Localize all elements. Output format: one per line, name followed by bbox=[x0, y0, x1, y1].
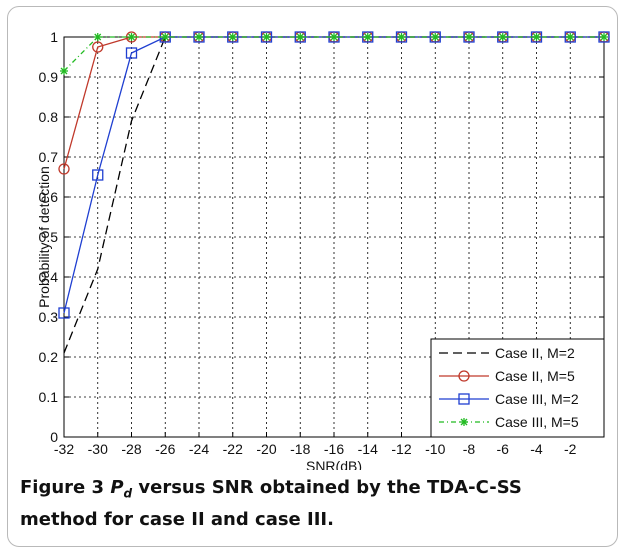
series-layer bbox=[58, 31, 610, 354]
x-tick-label: -20 bbox=[256, 441, 276, 457]
legend-entry: Case III, M=5 bbox=[439, 414, 579, 430]
x-tick-label: -16 bbox=[324, 441, 344, 457]
legend-label: Case III, M=2 bbox=[495, 391, 579, 407]
x-tick-label: -24 bbox=[189, 441, 209, 457]
y-tick-label: 0.3 bbox=[39, 309, 59, 325]
x-tick-label: -14 bbox=[358, 441, 378, 457]
data-point bbox=[60, 67, 68, 75]
data-point bbox=[598, 31, 610, 43]
x-tick-label: -8 bbox=[463, 441, 476, 457]
data-point bbox=[363, 33, 372, 41]
x-tick-label: -18 bbox=[290, 441, 310, 457]
x-tick-label: -26 bbox=[155, 441, 175, 457]
data-point bbox=[93, 33, 102, 41]
data-point bbox=[262, 33, 271, 41]
caption-symbol-subscript: d bbox=[123, 486, 133, 501]
legend-marker bbox=[460, 418, 468, 426]
data-point bbox=[92, 41, 104, 53]
y-tick-label: 0.5 bbox=[39, 229, 59, 245]
y-tick-label: 0.1 bbox=[39, 389, 59, 405]
data-point bbox=[564, 31, 576, 43]
x-tick-label: -6 bbox=[497, 441, 510, 457]
x-tick-label: -32 bbox=[54, 441, 74, 457]
data-point bbox=[58, 163, 70, 175]
data-point bbox=[498, 33, 507, 41]
caption-label: Figure 3 bbox=[20, 477, 105, 498]
x-tick-label: -10 bbox=[425, 441, 445, 457]
series-4 bbox=[60, 33, 608, 75]
x-tick-label: -22 bbox=[223, 441, 243, 457]
detection-probability-chart: -32 -30 -28 -26 -24 -22 -20 -18 -16 -14 -12 -10 -8 -6… bbox=[36, 29, 610, 470]
legend-marker bbox=[458, 370, 470, 382]
legend-entry: Case II, M=2 bbox=[439, 345, 575, 361]
y-tick-label: 1 bbox=[50, 29, 58, 45]
legend-marker bbox=[458, 393, 470, 405]
y-tick-label: 0.8 bbox=[39, 109, 59, 125]
figure-caption: Figure 3 Pd versus SNR obtained by the T… bbox=[20, 475, 605, 533]
series-line bbox=[63, 36, 604, 354]
legend-label: Case II, M=2 bbox=[495, 345, 575, 361]
grid-lines bbox=[64, 37, 604, 437]
data-point bbox=[532, 33, 541, 41]
data-point bbox=[58, 307, 70, 319]
x-tick-label: -30 bbox=[88, 441, 108, 457]
x-tick-label: -4 bbox=[530, 441, 543, 457]
x-tick-label: -2 bbox=[564, 441, 577, 457]
data-point bbox=[125, 47, 138, 59]
y-tick-label: 0.4 bbox=[39, 269, 59, 285]
data-point bbox=[465, 33, 473, 41]
data-point bbox=[228, 33, 237, 41]
legend: Case II, M=2 Case II, M=5 Case III, M=2 Cas… bbox=[430, 338, 605, 438]
data-point bbox=[296, 33, 305, 41]
data-point bbox=[330, 33, 338, 41]
x-axis-ticks: -32 -30 -28 -26 -24 -22 -20 -18 -16 -14 -12 -10 -8 -6… bbox=[54, 37, 577, 457]
caption-text: versus SNR obtained by the TDA-C-SS meth… bbox=[20, 477, 522, 530]
x-axis-label: SNR(dB) bbox=[306, 458, 362, 470]
data-point bbox=[600, 33, 608, 41]
x-tick-label: -12 bbox=[391, 441, 411, 457]
y-axis-label: Probability of detection bbox=[36, 166, 52, 308]
data-point bbox=[260, 31, 273, 43]
data-point bbox=[195, 33, 203, 41]
y-tick-label: 0.9 bbox=[39, 69, 59, 85]
legend-entry: Case II, M=5 bbox=[439, 368, 575, 384]
y-tick-label: 0.2 bbox=[39, 349, 59, 365]
data-point bbox=[397, 33, 406, 41]
x-tick-label: -28 bbox=[121, 441, 141, 457]
data-point bbox=[566, 33, 575, 41]
legend-label: Case III, M=5 bbox=[495, 414, 579, 430]
legend-box bbox=[430, 338, 605, 438]
caption-symbol: P bbox=[110, 477, 124, 498]
data-point bbox=[227, 31, 239, 43]
y-tick-label: 0.6 bbox=[39, 189, 59, 205]
y-tick-label: 0.7 bbox=[39, 149, 59, 165]
y-tick-label: 0 bbox=[50, 429, 58, 445]
series-1 bbox=[63, 36, 604, 354]
legend-label: Case II, M=5 bbox=[495, 368, 575, 384]
legend-entry: Case III, M=2 bbox=[439, 391, 579, 407]
data-point bbox=[127, 33, 136, 41]
data-point bbox=[92, 169, 104, 181]
data-point bbox=[431, 33, 440, 41]
data-point bbox=[161, 33, 170, 41]
